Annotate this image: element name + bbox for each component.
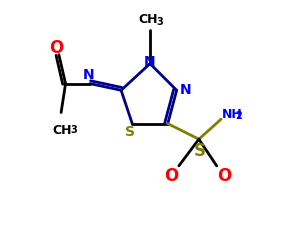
Text: N: N [144,56,156,70]
Text: S: S [125,126,135,140]
Text: N: N [83,68,95,82]
Text: N: N [180,83,191,97]
Text: O: O [164,167,178,185]
Text: 3: 3 [156,17,163,27]
Text: CH: CH [138,13,158,26]
Text: NH: NH [222,108,243,121]
Text: CH: CH [52,124,72,137]
Text: 2: 2 [236,111,242,121]
Text: 3: 3 [70,125,77,135]
Text: O: O [50,39,64,57]
Text: S: S [194,142,206,160]
Text: O: O [217,167,232,185]
